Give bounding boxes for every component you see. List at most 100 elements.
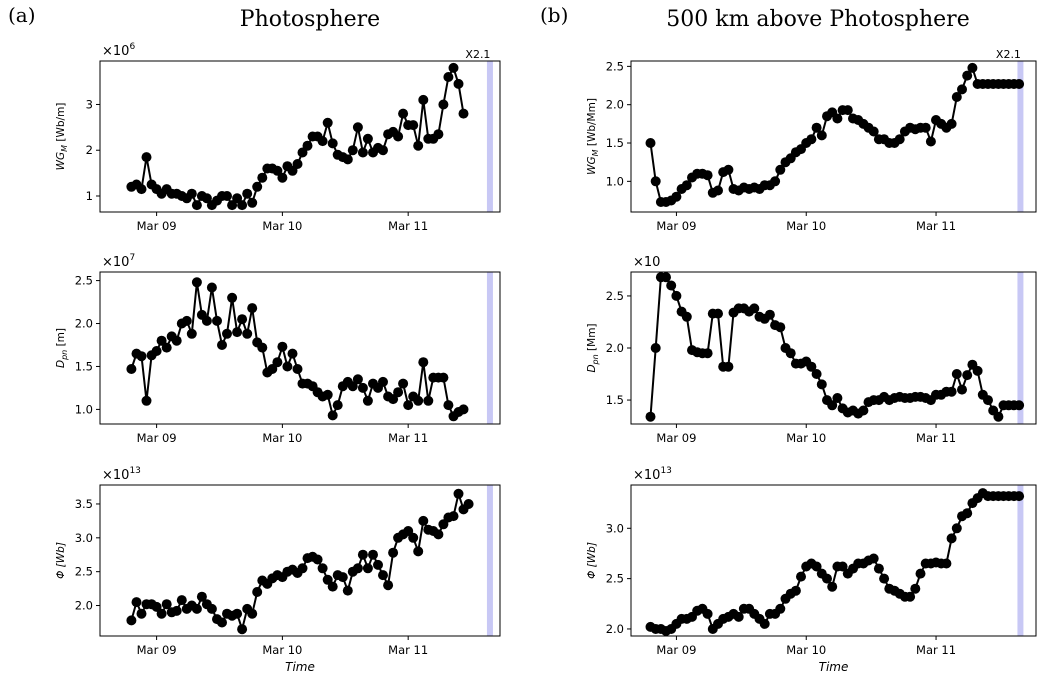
x-tick-label: Mar 11: [388, 219, 428, 233]
data-point: [671, 191, 682, 202]
y-tick-label: 1: [86, 189, 93, 203]
data-point: [171, 605, 182, 616]
data-point: [946, 118, 957, 129]
panel-a-letter: (a): [8, 3, 36, 27]
data-point: [322, 117, 333, 128]
data-point: [352, 122, 363, 133]
data-point: [186, 328, 197, 339]
x-tick-label: Mar 09: [137, 219, 177, 233]
y-tick-label: 2.5: [606, 572, 624, 586]
data-point: [292, 159, 303, 169]
data-point: [418, 94, 429, 105]
x-tick-label: Mar 09: [656, 643, 696, 657]
data-point: [713, 308, 723, 319]
data-point: [242, 328, 253, 339]
data-point: [775, 322, 786, 333]
data-point: [925, 136, 936, 147]
data-point: [723, 164, 734, 175]
data-point: [702, 348, 713, 359]
y-tick-label: 2.5: [75, 274, 93, 288]
series-b-dpn: [645, 272, 1025, 422]
data-point: [418, 515, 429, 526]
axis-multiplier-base: ×10: [633, 468, 660, 483]
data-point: [811, 369, 822, 379]
plot-b-dpn: 1.5 2.0 2.5 Mar 09 Mar 10 Mar 11 Dpn [Mm] ×10: [586, 255, 1037, 445]
plot-b-wgm: 1.0 1.5 2.0 2.5 Mar 09 Mar 10 Mar 11 WGM [Wb/Mm…: [586, 48, 1037, 233]
data-point: [438, 372, 449, 383]
axis-multiplier-base: ×10: [633, 255, 660, 270]
flare-band: [1017, 485, 1024, 636]
data-point: [905, 591, 916, 602]
data-point: [941, 558, 952, 569]
data-point: [232, 327, 243, 338]
data-point: [951, 369, 962, 379]
data-point: [287, 348, 298, 359]
data-point: [408, 120, 419, 131]
axes-frame: [99, 60, 501, 213]
x-tick-label: Mar 09: [137, 431, 177, 445]
data-point: [237, 624, 248, 635]
data-point: [176, 595, 187, 606]
data-point: [443, 400, 454, 411]
data-point: [858, 405, 869, 416]
data-point: [408, 532, 419, 543]
y-axis-label-sub: pn: [591, 354, 600, 365]
y-axis-label-base: D: [55, 360, 67, 368]
plot-a-wgm: 1 2 3 Mar 09 Mar 10 Mar 11 WGM [Wb/m] ×106 X2.1: [55, 42, 501, 233]
y-axis-label-base: Φ [Wb]: [55, 542, 67, 579]
data-point: [775, 164, 786, 175]
x-tick-label: Mar 09: [656, 431, 696, 445]
data-point: [816, 130, 827, 141]
data-point: [257, 342, 268, 353]
data-point: [681, 180, 692, 191]
x-tick-label: Mar 11: [388, 431, 428, 445]
data-point: [438, 99, 449, 110]
data-point: [806, 361, 817, 372]
y-tick-label: 2.0: [75, 317, 93, 331]
data-point: [212, 315, 222, 326]
series-line: [130, 65, 465, 208]
y-tick-label: 2.0: [75, 599, 93, 613]
x-tick-label: Mar 11: [916, 431, 956, 445]
x-tick-label: Mar 10: [786, 431, 826, 445]
data-point: [962, 70, 973, 81]
axis-multiplier-exp: 13: [660, 466, 671, 476]
data-point: [191, 603, 202, 614]
axes-frame: [99, 271, 501, 425]
data-point: [362, 563, 373, 574]
data-point: [443, 72, 454, 82]
data-point: [822, 573, 832, 584]
data-point: [217, 617, 227, 628]
series-a-phi: [126, 488, 474, 635]
data-point: [785, 348, 796, 359]
y-axis-label-sub: M: [60, 145, 69, 152]
y-axis-label-units: [Mm]: [586, 323, 598, 354]
data-point: [347, 381, 358, 392]
data-point: [915, 568, 926, 579]
data-point: [972, 365, 983, 376]
flare-band: [1017, 61, 1024, 212]
data-point: [217, 340, 227, 350]
data-point: [458, 108, 469, 119]
data-point: [222, 191, 232, 201]
y-tick-label: 1.0: [606, 174, 624, 188]
data-point: [327, 138, 338, 149]
axes-frame: [99, 484, 501, 637]
x-tick-label: Mar 10: [786, 219, 826, 233]
flare-band: [486, 61, 493, 212]
y-tick-label: 1.5: [606, 393, 624, 407]
data-point: [357, 549, 368, 560]
data-point: [946, 386, 957, 397]
data-point: [759, 618, 770, 629]
data-point: [272, 165, 283, 176]
data-point: [352, 563, 363, 574]
data-point: [277, 341, 288, 352]
data-point: [252, 181, 263, 192]
y-axis-label-base: Φ [Wb]: [586, 542, 598, 579]
y-axis-label: WGM [Wb/Mm]: [586, 98, 600, 175]
data-point: [894, 134, 905, 145]
data-point: [126, 615, 137, 626]
data-point: [842, 105, 853, 116]
data-point: [448, 62, 459, 73]
data-point: [453, 488, 464, 499]
